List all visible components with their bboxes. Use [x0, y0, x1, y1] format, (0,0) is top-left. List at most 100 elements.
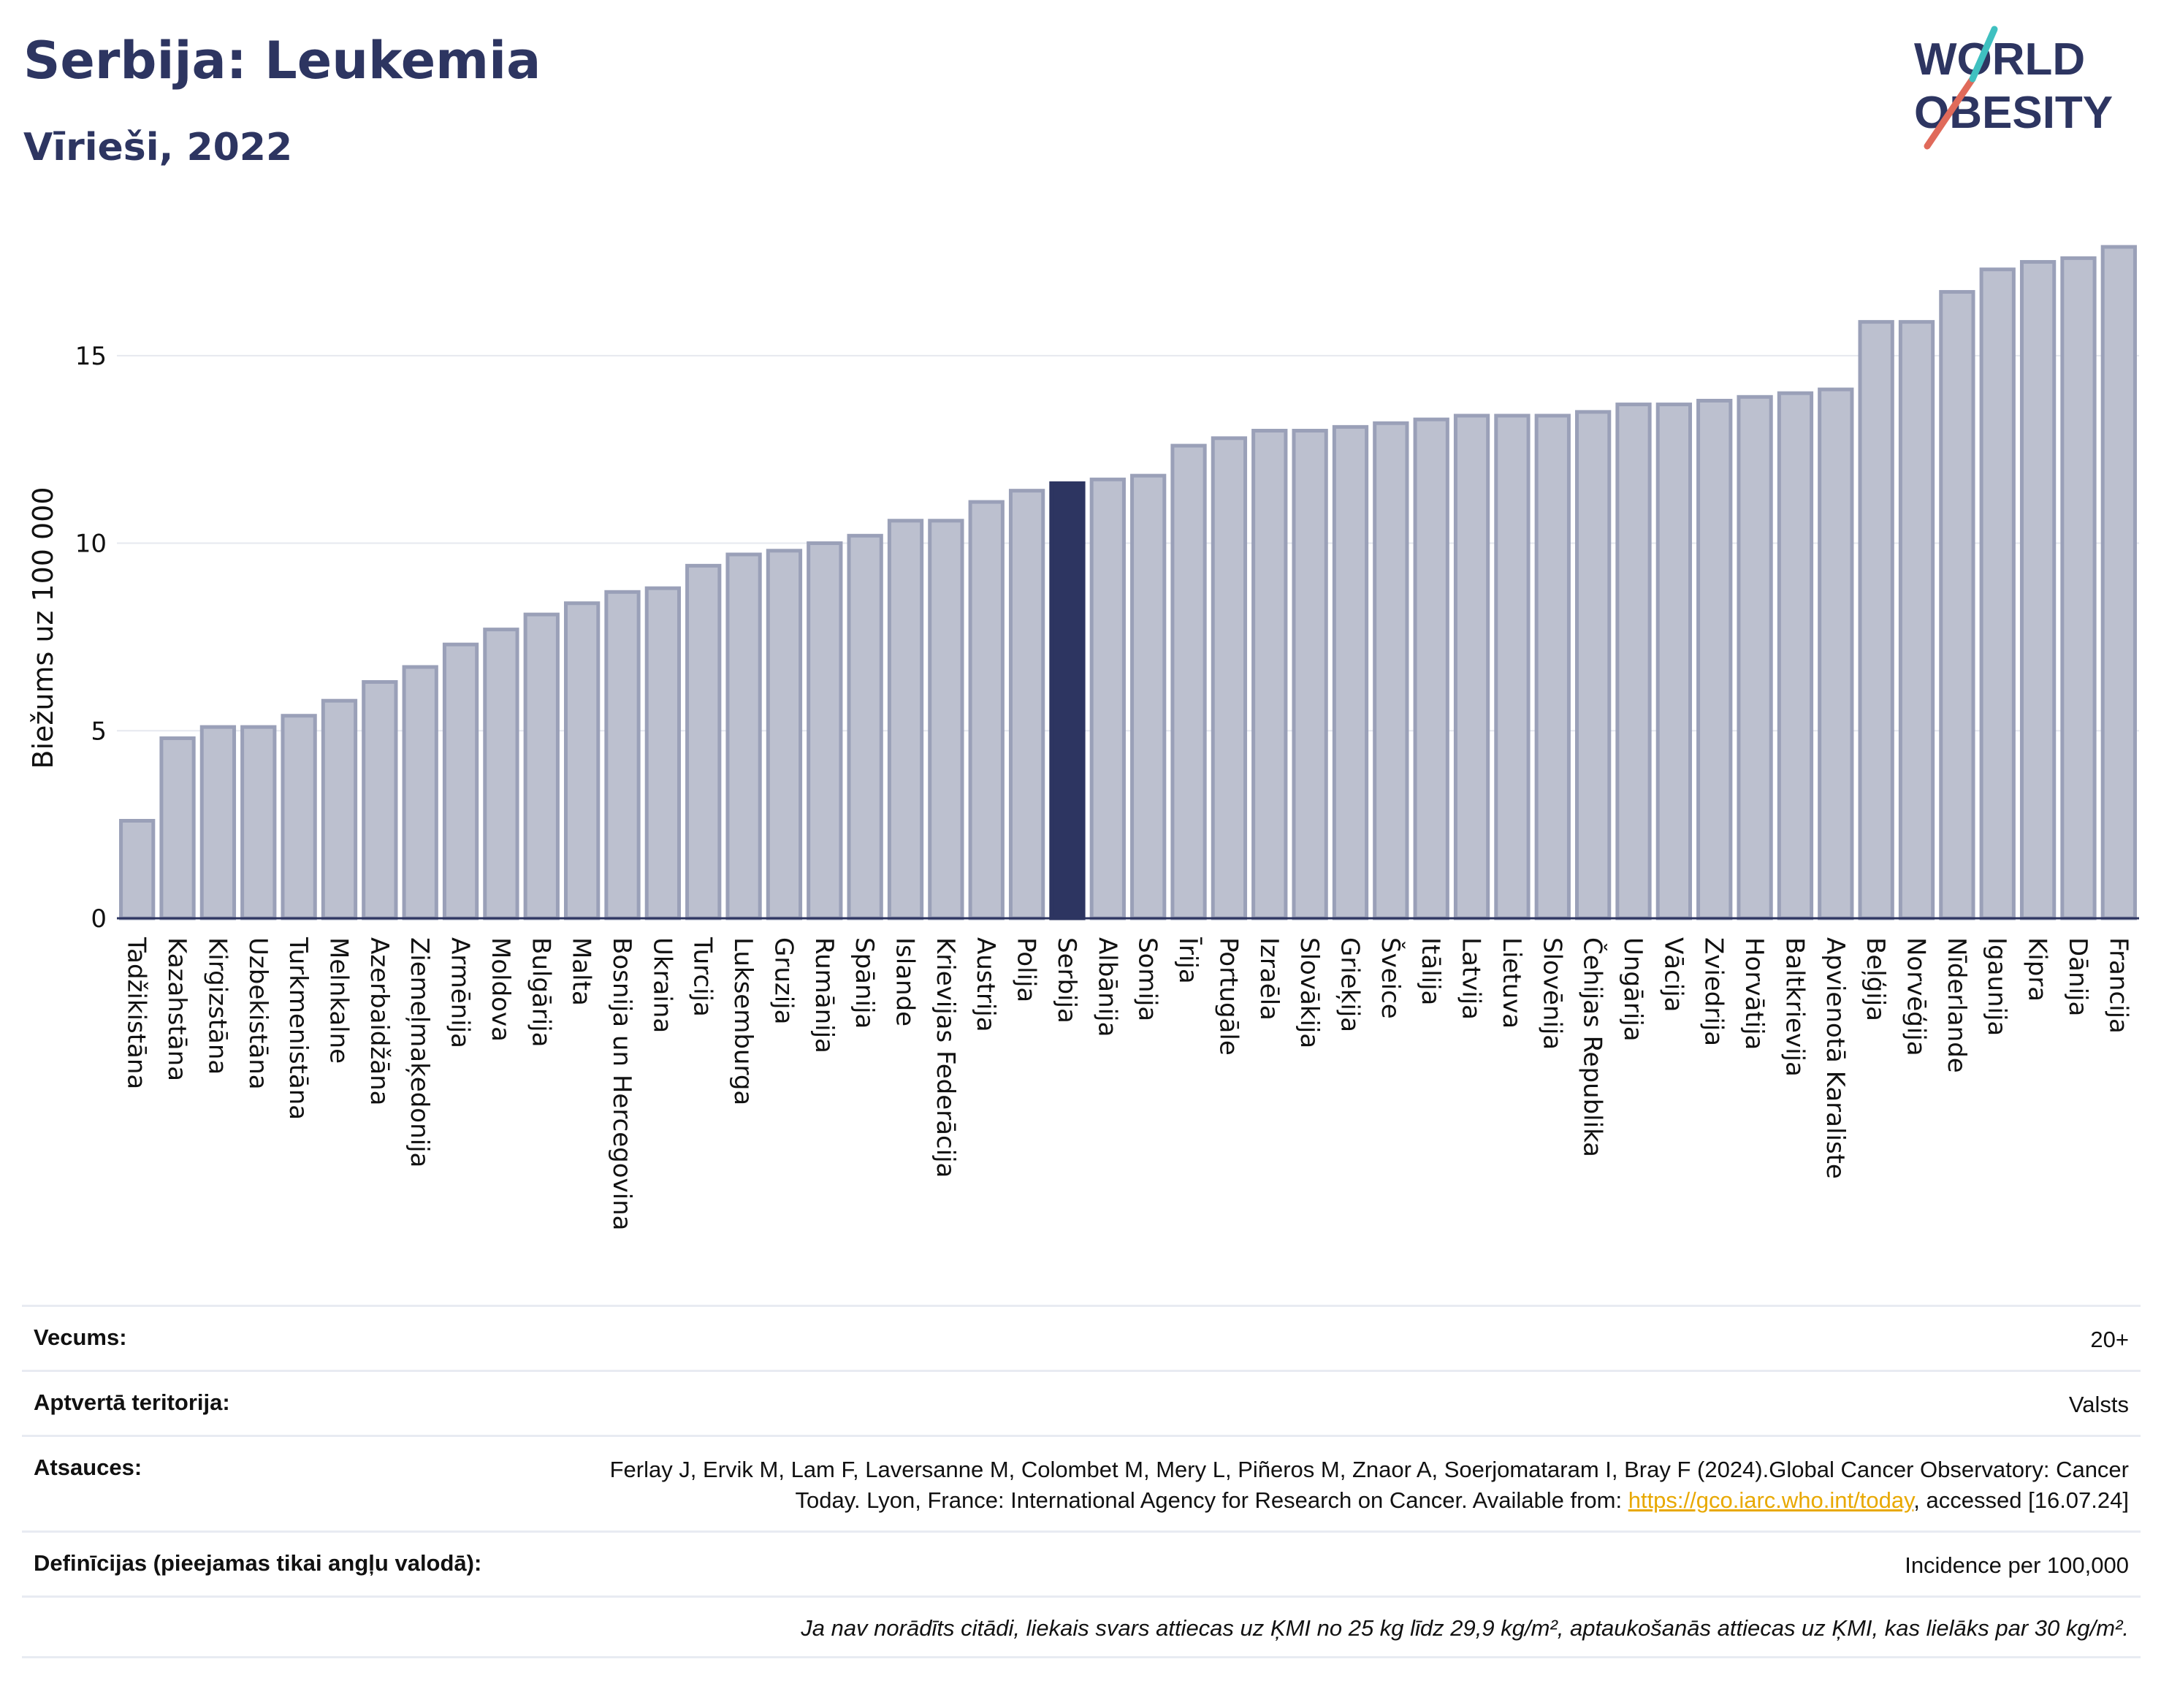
- x-tick-label: Grieķija: [1335, 937, 1364, 1032]
- x-tick-label: Apvienotā Karaliste: [1821, 937, 1850, 1179]
- x-tick-label: Slovākija: [1295, 937, 1324, 1048]
- bar: [644, 586, 682, 920]
- bar: [1615, 403, 1652, 920]
- x-tick-label: Tadžikistāna: [122, 937, 151, 1089]
- bar: [2100, 245, 2137, 920]
- y-tick-label: 5: [91, 717, 107, 746]
- x-tick-label: Kipra: [2023, 937, 2052, 1002]
- x-tick-label: Portugāle: [1213, 937, 1243, 1056]
- x-tick-label: Īrija: [1173, 937, 1203, 984]
- bar: [766, 549, 803, 920]
- age-value: 20+: [2090, 1327, 2129, 1352]
- bar: [1574, 410, 1612, 920]
- page-subtitle: Vīrieši, 2022: [23, 126, 293, 169]
- bar: [442, 642, 479, 920]
- bar: [928, 519, 964, 920]
- bar: [1130, 473, 1167, 920]
- bar: [483, 628, 519, 920]
- bar: [523, 612, 560, 920]
- x-tick-label: Baltkrievija: [1780, 937, 1809, 1077]
- y-axis-label: Biežums uz 100 000: [27, 487, 59, 769]
- x-tick-label: Nīderlande: [1942, 937, 1971, 1073]
- bar: [402, 665, 438, 920]
- bar: [1089, 477, 1126, 920]
- x-tick-label: Uzbekistāna: [243, 937, 272, 1090]
- world-obesity-logo: WORLD OBESITY: [1914, 26, 2113, 150]
- bar-chart: 0 5 10 15 Biežums uz 100 000 Tadžikistāna Kaza…: [27, 245, 2139, 1231]
- x-tick-label: Igaunija: [1982, 937, 2011, 1036]
- bar: [1453, 413, 1490, 920]
- sources-accessed: , accessed [16.07.24]: [1913, 1487, 2129, 1513]
- metadata-table: Vecums: 20+ Aptvertā teritorija: Valsts …: [22, 1305, 2141, 1658]
- x-tick-label: Serbija: [1052, 937, 1081, 1023]
- bar: [1737, 394, 1773, 920]
- x-tick-label: Islande: [891, 937, 920, 1026]
- x-tick-label: Zviedrija: [1699, 937, 1729, 1046]
- x-tick-label: Turkmenistāna: [283, 937, 313, 1120]
- x-tick-label: Rumānija: [809, 937, 839, 1053]
- x-tick-label: Luksemburga: [728, 937, 758, 1105]
- bar: [1818, 387, 1854, 920]
- x-tick-label: Krievijas Federācija: [931, 937, 960, 1178]
- bar: [847, 533, 883, 920]
- bar: [604, 590, 641, 920]
- x-tick-label: Šveice: [1376, 937, 1406, 1019]
- bar: [159, 736, 196, 920]
- x-tick-label: Turcija: [688, 937, 717, 1017]
- sources-text: Ferlay J, Ervik M, Lam F, Laversanne M, …: [609, 1457, 2129, 1513]
- bar: [199, 725, 237, 920]
- bar: [2060, 256, 2097, 920]
- x-tick-label: Moldova: [486, 937, 515, 1042]
- sources-label: Atsauces:: [34, 1455, 142, 1480]
- bar: [362, 680, 398, 920]
- bar: [887, 519, 924, 920]
- x-tick-label: Armēnija: [446, 937, 475, 1048]
- x-tick-label: Norvēģija: [1902, 937, 1931, 1056]
- y-tick-label: 0: [91, 904, 107, 934]
- bar: [1332, 424, 1369, 920]
- bar: [1939, 290, 1975, 920]
- x-tick-label: Malta: [567, 937, 596, 1006]
- territory-value: Valsts: [2068, 1392, 2129, 1417]
- bar: [807, 541, 843, 920]
- x-tick-label: Polija: [1012, 937, 1041, 1002]
- meta-row-sources: Atsauces: Ferlay J, Ervik M, Lam F, Lave…: [22, 1435, 2141, 1530]
- x-tick-label: Kirgizstāna: [202, 937, 232, 1075]
- footnote: Ja nav norādīts citādi, liekais svars at…: [801, 1615, 2129, 1641]
- bar: [1858, 320, 1894, 920]
- x-tick-label: Latvija: [1457, 937, 1486, 1020]
- bar: [725, 552, 762, 920]
- meta-row-definitions: Definīcijas (pieejamas tikai angļu valod…: [22, 1530, 2141, 1595]
- logo-text-world: WORLD: [1914, 34, 2085, 85]
- bar: [1008, 489, 1045, 920]
- bar: [1049, 481, 1086, 920]
- bar: [2019, 259, 2057, 920]
- bar: [321, 698, 358, 920]
- bar: [1494, 413, 1531, 920]
- x-tick-label: Austrija: [971, 937, 1000, 1032]
- meta-row-territory: Aptvertā teritorija: Valsts: [22, 1370, 2141, 1435]
- x-tick-label: Vācija: [1658, 937, 1688, 1013]
- x-tick-label: Bosnija un Hercegovina: [607, 937, 636, 1231]
- x-tick-label: Gruzija: [769, 937, 798, 1024]
- x-tick-label: Ukraina: [647, 937, 676, 1033]
- sources-link[interactable]: https://gco.iarc.who.int/today: [1628, 1487, 1914, 1513]
- x-tick-label: Spānija: [850, 937, 879, 1029]
- x-tick-label: Itālija: [1416, 937, 1445, 1005]
- x-tick-label: Ziemeļmaķedonija: [405, 937, 434, 1167]
- x-tick-label: Bulgārija: [526, 937, 555, 1047]
- bar: [240, 725, 277, 920]
- x-tick-label: Horvātija: [1739, 937, 1769, 1050]
- x-tick-label: Beļģija: [1861, 937, 1890, 1021]
- x-tick-label: Dānija: [2063, 937, 2092, 1016]
- bar: [1534, 413, 1571, 920]
- bar: [1898, 320, 1935, 920]
- bar: [1292, 429, 1328, 920]
- x-tick-label: Kazahstāna: [162, 937, 191, 1081]
- x-tick-label: Lietuva: [1497, 937, 1526, 1029]
- bar: [1777, 391, 1814, 920]
- x-tick-label: Slovēnija: [1537, 937, 1566, 1050]
- bar: [1696, 398, 1733, 920]
- y-tick-label: 10: [75, 530, 107, 559]
- bar: [1979, 267, 2016, 920]
